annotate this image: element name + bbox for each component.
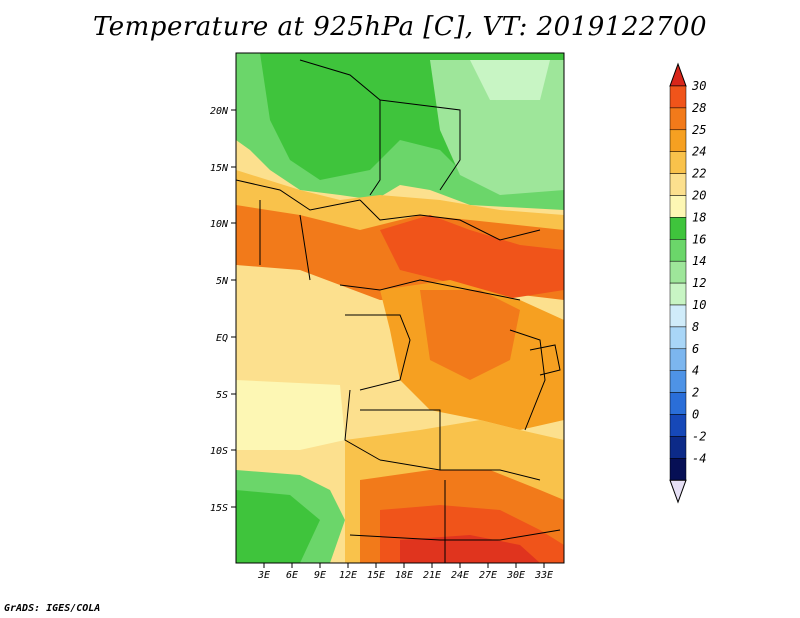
colorbar-label: 8 — [692, 320, 699, 334]
lon-label: 27E — [479, 570, 497, 581]
lon-axis: 3E 6E 9E 12E 15E 18E 21E 24E 27E 30E 33E — [257, 563, 553, 581]
colorbar-swatch — [669, 239, 687, 262]
lon-label: 9E — [314, 570, 326, 581]
lon-label: 15E — [367, 570, 385, 581]
colorbar-label: 20 — [692, 189, 706, 203]
lon-label: 3E — [257, 570, 270, 581]
colorbar-label: 4 — [692, 364, 699, 378]
colorbar-label: 18 — [692, 210, 706, 224]
colorbar-label: 22 — [692, 167, 706, 181]
lat-label: 20N — [210, 106, 229, 117]
lat-label: 5S — [216, 390, 228, 401]
lat-axis: 20N 15N 10N 5N EQ 5S 10S 15S — [210, 106, 236, 514]
colorbar-swatch — [669, 282, 687, 306]
colorbar-label: 16 — [692, 232, 706, 246]
lon-label: 12E — [339, 570, 357, 581]
colorbar-swatch — [669, 414, 687, 437]
colorbar-swatch — [669, 217, 687, 240]
colorbar-swatch — [669, 173, 687, 196]
lon-label: 21E — [423, 570, 441, 581]
lon-label: 6E — [286, 570, 298, 581]
colorbar-swatch — [669, 436, 687, 459]
colorbar-swatch — [669, 348, 687, 371]
colorbar-label: 2 — [692, 386, 699, 400]
lat-label: 5N — [216, 276, 229, 287]
footer-credit: GrADS: IGES/COLA — [4, 603, 101, 614]
colorbar-swatch — [669, 151, 687, 174]
colorbar-top-triangle — [669, 62, 687, 87]
colorbar-label: 25 — [692, 123, 706, 137]
lat-label: 15S — [210, 503, 228, 514]
lon-label: 24E — [451, 570, 469, 581]
colorbar-label: 14 — [692, 254, 706, 268]
colorbar-label: 0 — [692, 408, 699, 422]
colorbar-swatch — [669, 129, 687, 152]
lon-label: 18E — [395, 570, 413, 581]
colorbar-swatch — [669, 392, 687, 415]
colorbar-swatch — [669, 458, 687, 481]
colorbar-swatch — [669, 85, 687, 109]
lat-label: EQ — [216, 333, 228, 344]
colorbar-swatch — [669, 195, 687, 218]
colorbar-swatch — [669, 326, 687, 350]
map-frame — [235, 52, 565, 564]
colorbar-swatch — [669, 370, 687, 393]
colorbar-swatch — [669, 304, 687, 328]
colorbar-label: -4 — [692, 451, 706, 465]
lon-label: 30E — [506, 570, 525, 581]
temperature-field — [236, 53, 564, 563]
colorbar-label: 24 — [692, 145, 706, 159]
colorbar-swatch — [669, 107, 687, 131]
colorbar-label: 28 — [692, 101, 706, 115]
colorbar-label: 10 — [692, 298, 706, 312]
lon-label: 33E — [534, 570, 553, 581]
map-title: Temperature at 925hPa [C], VT: 201912270… — [92, 12, 708, 42]
lat-label: 10S — [210, 446, 228, 457]
lat-label: 15N — [210, 163, 229, 174]
colorbar-swatch — [669, 260, 687, 284]
colorbar-label: -2 — [692, 429, 706, 443]
colorbar-label: 6 — [692, 342, 699, 356]
colorbar-bottom-triangle — [669, 479, 687, 504]
lat-label: 10N — [210, 219, 229, 230]
colorbar-label: 30 — [691, 79, 706, 93]
colorbar-label: 12 — [692, 276, 706, 290]
